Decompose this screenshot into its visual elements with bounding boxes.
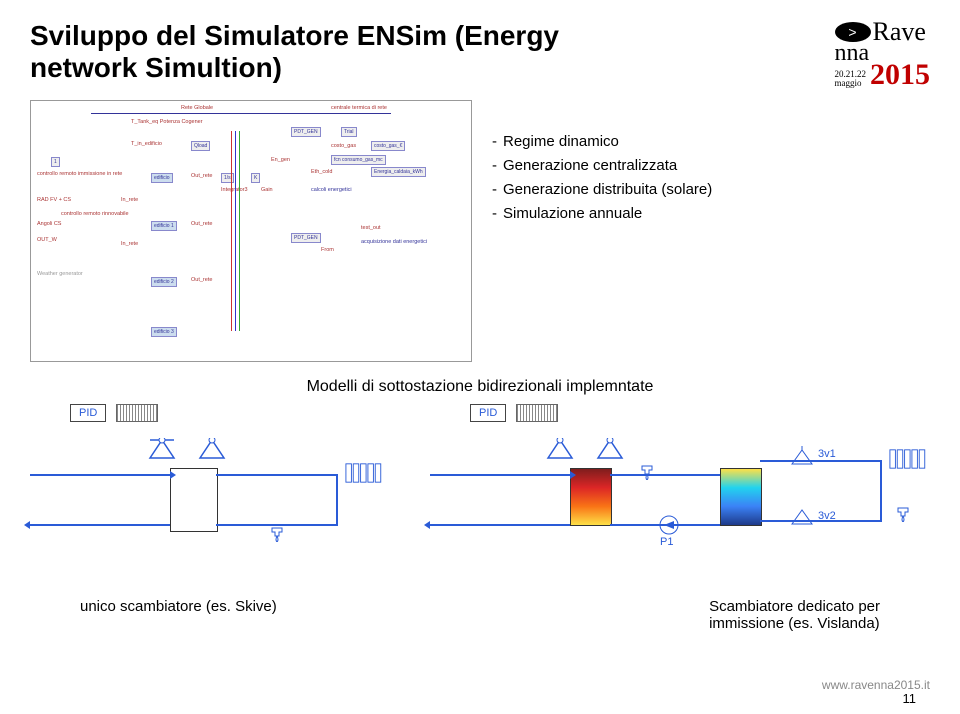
sim-label: T_in_edificio [131, 141, 162, 147]
valve-icon [596, 438, 626, 460]
radiator-icon [342, 462, 392, 484]
hatch-icon [516, 404, 558, 422]
three-way-valve-icon [790, 446, 816, 468]
sim-label: Rete Globale [181, 105, 213, 111]
sim-block: edificio 3 [151, 327, 177, 337]
tap-icon [270, 524, 286, 542]
pid-box: PID [70, 404, 106, 422]
sim-label: Out_rete [191, 277, 212, 283]
pump-label: P1 [660, 536, 673, 548]
sim-block: Energia_caldaia_kWh [371, 167, 426, 177]
sim-label: calcoli energetici [311, 187, 352, 193]
sim-label: In_rete [121, 241, 138, 247]
sim-label: Eth_cold [311, 169, 332, 175]
radiator-icon [886, 448, 936, 470]
caption-right-2: immissione (es. Vislanda) [709, 615, 880, 632]
sim-label: test_out [361, 225, 381, 231]
tap-icon [640, 462, 656, 480]
sim-label: controllo remoto immissione in rete [37, 171, 122, 177]
pid-box: PID [470, 404, 506, 422]
sim-label: Weather generator [37, 271, 83, 277]
sim-label: Gain [261, 187, 273, 193]
sim-block: edificio 1 [151, 221, 177, 231]
logo-rave: Rave [873, 20, 926, 43]
sim-label: controllo remoto rinnovabile [61, 211, 129, 217]
schematic-subtitle: Modelli di sottostazione bidirezionali i… [30, 378, 930, 396]
sim-label: Out_rete [191, 221, 212, 227]
valve-icon [198, 438, 228, 460]
simulink-diagram: Rete Globale centrale termica di rete T_… [30, 100, 472, 362]
sim-label: acquisizione dati energetici [361, 239, 427, 245]
bullet-item: Generazione distribuita (solare) [503, 178, 712, 202]
sim-block: K [251, 173, 260, 183]
logo-dates-bot: maggio [835, 79, 867, 88]
sim-label: Angoli CS [37, 221, 61, 227]
sim-block: 1 [51, 157, 60, 167]
logo-year: 2015 [870, 61, 930, 88]
sim-block: Qload [191, 141, 210, 151]
sim-label: Out_rete [191, 173, 212, 179]
bullet-item: Generazione centralizzata [503, 154, 677, 178]
sim-label: centrale termica di rete [331, 105, 387, 111]
sim-label: T_Tank_eq Potenza Cogener [131, 119, 203, 125]
sim-block: PDT_GEN [291, 233, 321, 243]
three-way-valve-icon [790, 506, 816, 528]
hatch-icon [116, 404, 158, 422]
sim-label: OUT_W [37, 237, 57, 243]
sim-label: From [321, 247, 334, 253]
bullet-list: -Regime dinamico -Generazione centralizz… [492, 130, 712, 362]
substation-schematic: PID PID 3v1 3v2 P1 [30, 404, 930, 584]
footer-link: www.ravenna2015.it [822, 678, 930, 692]
sim-label: RAD FV + CS [37, 197, 71, 203]
sim-block: edificio 2 [151, 277, 177, 287]
sim-block: edificio [151, 173, 173, 183]
sim-label: costo_gas [331, 143, 356, 149]
sim-label: In_rete [121, 197, 138, 203]
heat-exchanger-cold [720, 468, 760, 524]
sim-block: costo_gas_€ [371, 141, 405, 151]
logo-caret: > [835, 22, 871, 42]
caption-right-1: Scambiatore dedicato per [709, 598, 880, 615]
page-number: 11 [903, 691, 917, 706]
sim-block: fcn consumo_gas_mc [331, 155, 386, 165]
event-logo: > Rave nna 20.21.22 maggio 2015 [835, 20, 931, 88]
page-title: Sviluppo del Simulatore ENSim (Energy ne… [30, 20, 650, 84]
heat-exchanger-single [170, 468, 216, 530]
valve-label: 3v1 [818, 448, 836, 460]
tap-icon [896, 504, 912, 522]
sim-block: Trial [341, 127, 357, 137]
sim-label: En_gen [271, 157, 290, 163]
bullet-item: Regime dinamico [503, 130, 619, 154]
valve-icon [546, 438, 576, 460]
caption-left: unico scambiatore (es. Skive) [80, 598, 277, 632]
bullet-item: Simulazione annuale [503, 202, 642, 226]
valve-icon [148, 438, 178, 460]
heat-exchanger-hot [570, 468, 610, 524]
caption-right: Scambiatore dedicato per immissione (es.… [709, 598, 880, 632]
sim-block: PDT_GEN [291, 127, 321, 137]
